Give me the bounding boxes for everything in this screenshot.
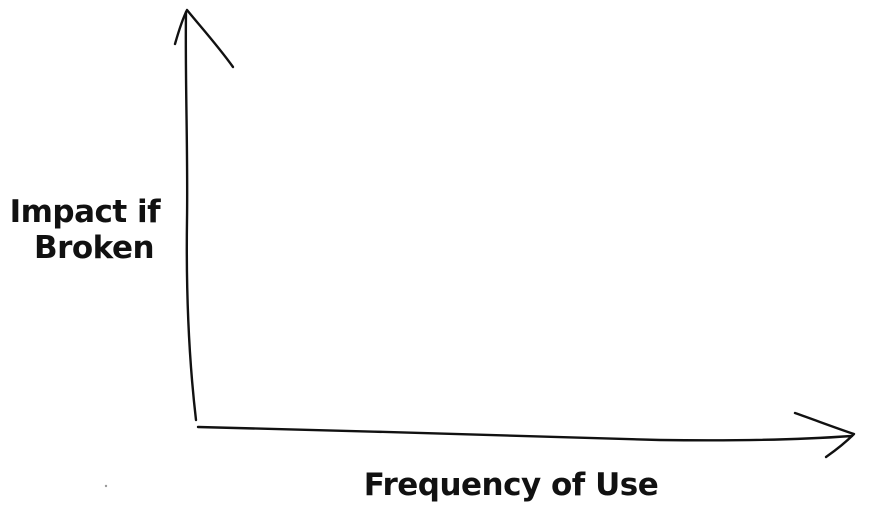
y-axis-line: [184, 10, 198, 422]
decorative-speck: [104, 484, 108, 488]
y-axis-label-line-1: Impact if: [10, 194, 162, 230]
x-axis-line: [196, 425, 854, 442]
y-axis-arrowhead: [173, 8, 235, 69]
y-axis-label-line-2: Broken: [34, 230, 154, 266]
x-axis-label: Frequency of Use: [364, 467, 658, 503]
y-axis-label: Impact if Broken: [10, 194, 171, 266]
x-axis-arrowhead: [793, 411, 856, 459]
